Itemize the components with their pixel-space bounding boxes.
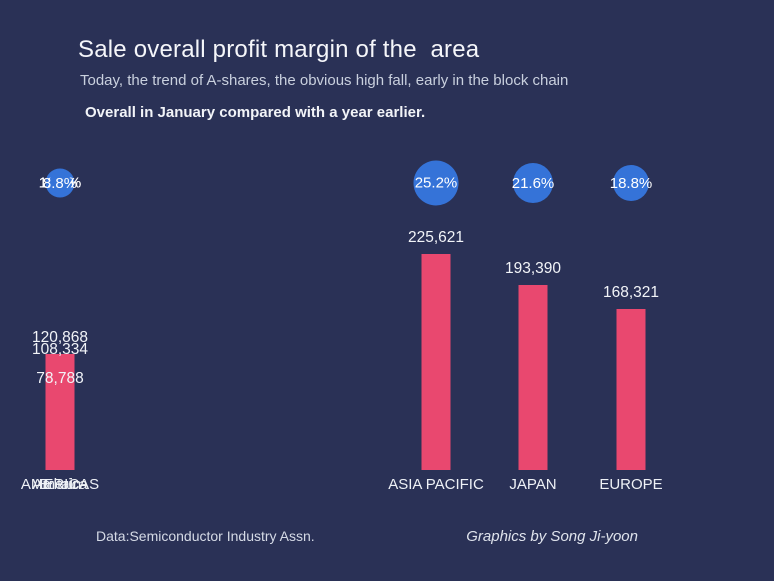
bar xyxy=(518,285,548,470)
percent-label: 21.6% xyxy=(511,174,555,192)
chart-column: 21.6% 193,390 JAPAN xyxy=(473,150,593,495)
bar-value-label: 193,390 xyxy=(504,260,562,277)
graphics-credit: Graphics by Song Ji-yoon xyxy=(466,528,638,545)
category-label: AMERICAS xyxy=(20,476,100,493)
percent-label: 25.2% xyxy=(414,174,458,192)
chart-column: 25.2% 225,621 ASIA PACIFIC xyxy=(376,150,496,495)
chart-subtitle: Today, the trend of A-shares, the obviou… xyxy=(80,72,569,89)
bar-value-label: 168,321 xyxy=(602,284,660,301)
bar-value-label: 108,334 xyxy=(31,341,89,358)
bar xyxy=(45,395,75,470)
category-label: JAPAN xyxy=(509,476,557,493)
category-label: ASIA PACIFIC xyxy=(388,476,484,493)
percent-label: 8.8% xyxy=(42,174,78,192)
percent-bubble: 8.8% xyxy=(43,172,77,194)
bar xyxy=(421,254,451,470)
percent-bubble: 21.6% xyxy=(511,163,555,203)
data-source-note: Data:Semiconductor Industry Assn. xyxy=(96,528,315,544)
category-label: EUROPE xyxy=(599,476,663,493)
percent-label: 18.8% xyxy=(609,174,653,192)
chart-title: Sale overall profit margin of the area xyxy=(78,36,480,63)
bar-value-label: 78,788 xyxy=(36,370,84,387)
percent-bubble: 25.2% xyxy=(413,160,459,206)
percent-bubble: 18.8% xyxy=(610,165,652,201)
chart-column: 18.8% 168,321 EUROPE xyxy=(571,150,691,495)
bar xyxy=(616,309,646,470)
category-label: America xyxy=(32,476,88,493)
chart-column: 8.8% 78,788 Britain xyxy=(0,150,120,495)
category-label: Britain xyxy=(38,476,82,493)
chart-note: Overall in January compared with a year … xyxy=(85,104,426,121)
bar-value-label: 225,621 xyxy=(407,229,465,246)
bar-value-label: 120,868 xyxy=(31,329,89,346)
